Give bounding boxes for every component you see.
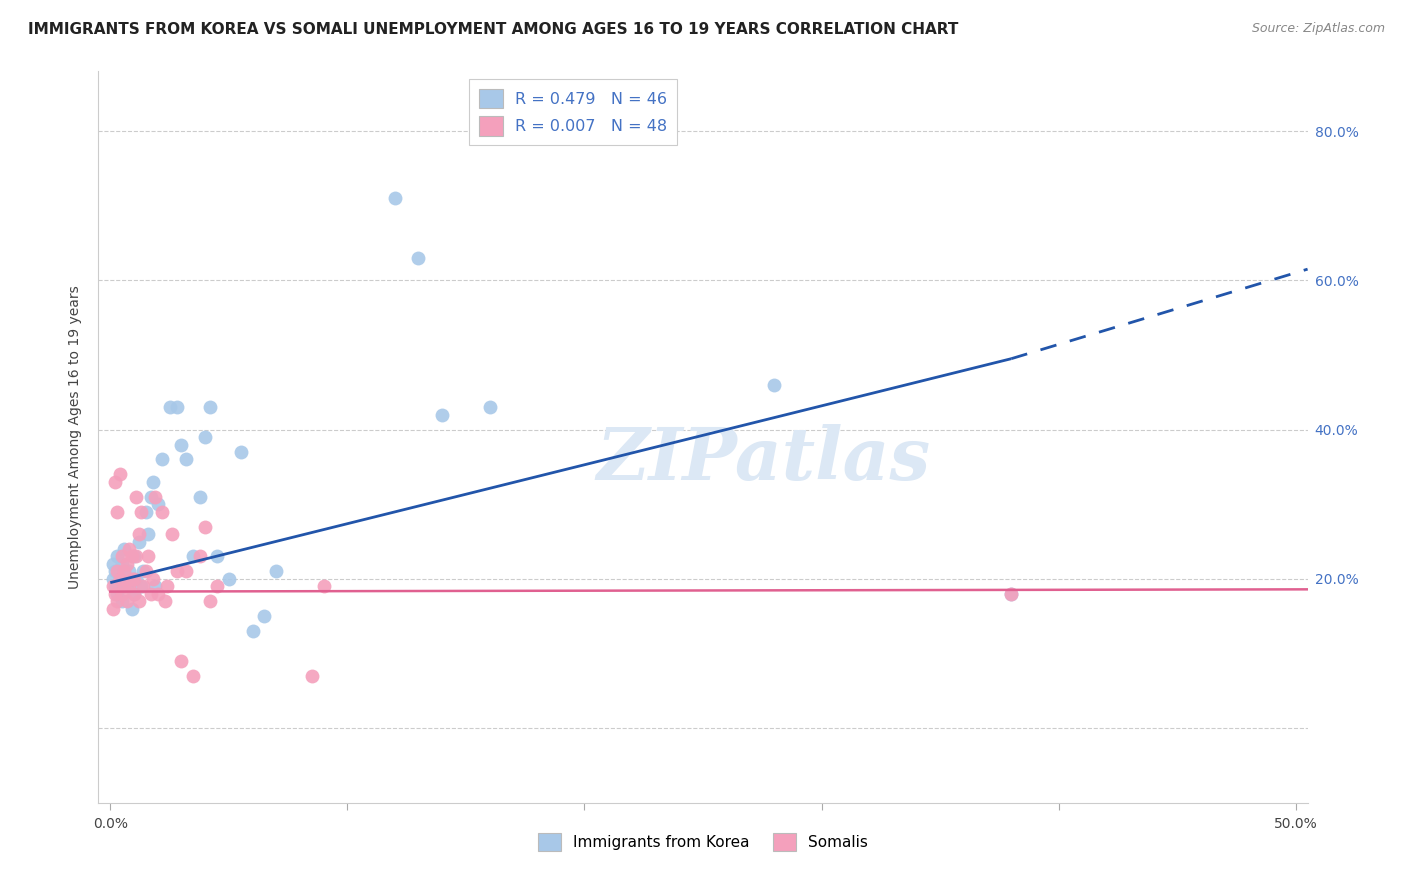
Point <box>198 401 221 415</box>
Point <box>122 549 145 564</box>
Point <box>125 549 148 564</box>
Point <box>111 549 134 564</box>
Point <box>101 557 124 571</box>
Point <box>139 587 162 601</box>
Point <box>101 572 124 586</box>
Point <box>105 549 128 564</box>
Point <box>104 587 127 601</box>
Point <box>129 505 152 519</box>
Point <box>114 542 136 557</box>
Point <box>105 594 128 608</box>
Point <box>190 490 212 504</box>
Point <box>253 609 276 624</box>
Point <box>135 565 157 579</box>
Point <box>205 549 228 564</box>
Point <box>194 430 217 444</box>
Text: ZIPatlas: ZIPatlas <box>596 424 931 494</box>
Text: Source: ZipAtlas.com: Source: ZipAtlas.com <box>1251 22 1385 36</box>
Point <box>101 579 124 593</box>
Point <box>174 452 197 467</box>
Point <box>478 401 501 415</box>
Point <box>125 572 148 586</box>
Point <box>108 467 131 482</box>
Point <box>159 401 181 415</box>
Point <box>108 572 131 586</box>
Point <box>312 579 335 593</box>
Point <box>135 505 157 519</box>
Point <box>181 549 204 564</box>
Point <box>129 579 152 593</box>
Point <box>128 594 150 608</box>
Point <box>1000 587 1022 601</box>
Point <box>205 579 228 593</box>
Point <box>152 452 174 467</box>
Point <box>301 669 323 683</box>
Point <box>174 565 197 579</box>
Point <box>114 579 136 593</box>
Point <box>160 527 183 541</box>
Point <box>125 490 148 504</box>
Point <box>115 594 138 608</box>
Point <box>121 572 143 586</box>
Point <box>432 408 454 422</box>
Point <box>111 594 134 608</box>
Point <box>136 527 159 541</box>
Point <box>408 251 430 265</box>
Point <box>166 565 188 579</box>
Point <box>122 587 145 601</box>
Point <box>152 505 174 519</box>
Point <box>104 579 127 593</box>
Point <box>111 587 134 601</box>
Point <box>229 445 252 459</box>
Point <box>142 572 165 586</box>
Point <box>121 601 143 615</box>
Point <box>190 549 212 564</box>
Text: IMMIGRANTS FROM KOREA VS SOMALI UNEMPLOYMENT AMONG AGES 16 TO 19 YEARS CORRELATI: IMMIGRANTS FROM KOREA VS SOMALI UNEMPLOY… <box>28 22 959 37</box>
Point <box>132 579 155 593</box>
Point <box>105 587 128 601</box>
Point <box>121 549 143 564</box>
Point <box>146 497 169 511</box>
Point <box>153 594 176 608</box>
Legend: Immigrants from Korea, Somalis: Immigrants from Korea, Somalis <box>531 827 875 857</box>
Point <box>170 437 193 451</box>
Point <box>384 191 406 205</box>
Point <box>143 579 166 593</box>
Point <box>194 519 217 533</box>
Point <box>181 669 204 683</box>
Point <box>242 624 264 639</box>
Point <box>122 587 145 601</box>
Point <box>136 549 159 564</box>
Point <box>146 587 169 601</box>
Point <box>122 572 145 586</box>
Point <box>115 579 138 593</box>
Point <box>128 534 150 549</box>
Point <box>1000 587 1022 601</box>
Point <box>170 654 193 668</box>
Point <box>118 579 141 593</box>
Point <box>166 401 188 415</box>
Y-axis label: Unemployment Among Ages 16 to 19 years: Unemployment Among Ages 16 to 19 years <box>69 285 83 589</box>
Point <box>143 490 166 504</box>
Point <box>105 565 128 579</box>
Point <box>132 565 155 579</box>
Point <box>104 475 127 489</box>
Point <box>104 565 127 579</box>
Point <box>128 527 150 541</box>
Point <box>118 542 141 557</box>
Point <box>118 565 141 579</box>
Point <box>139 490 162 504</box>
Point <box>105 505 128 519</box>
Point <box>142 475 165 489</box>
Point <box>111 557 134 571</box>
Point <box>101 601 124 615</box>
Point <box>763 377 786 392</box>
Point <box>114 565 136 579</box>
Point <box>198 594 221 608</box>
Point <box>218 572 240 586</box>
Point <box>156 579 179 593</box>
Point <box>264 565 287 579</box>
Point <box>108 572 131 586</box>
Point <box>115 557 138 571</box>
